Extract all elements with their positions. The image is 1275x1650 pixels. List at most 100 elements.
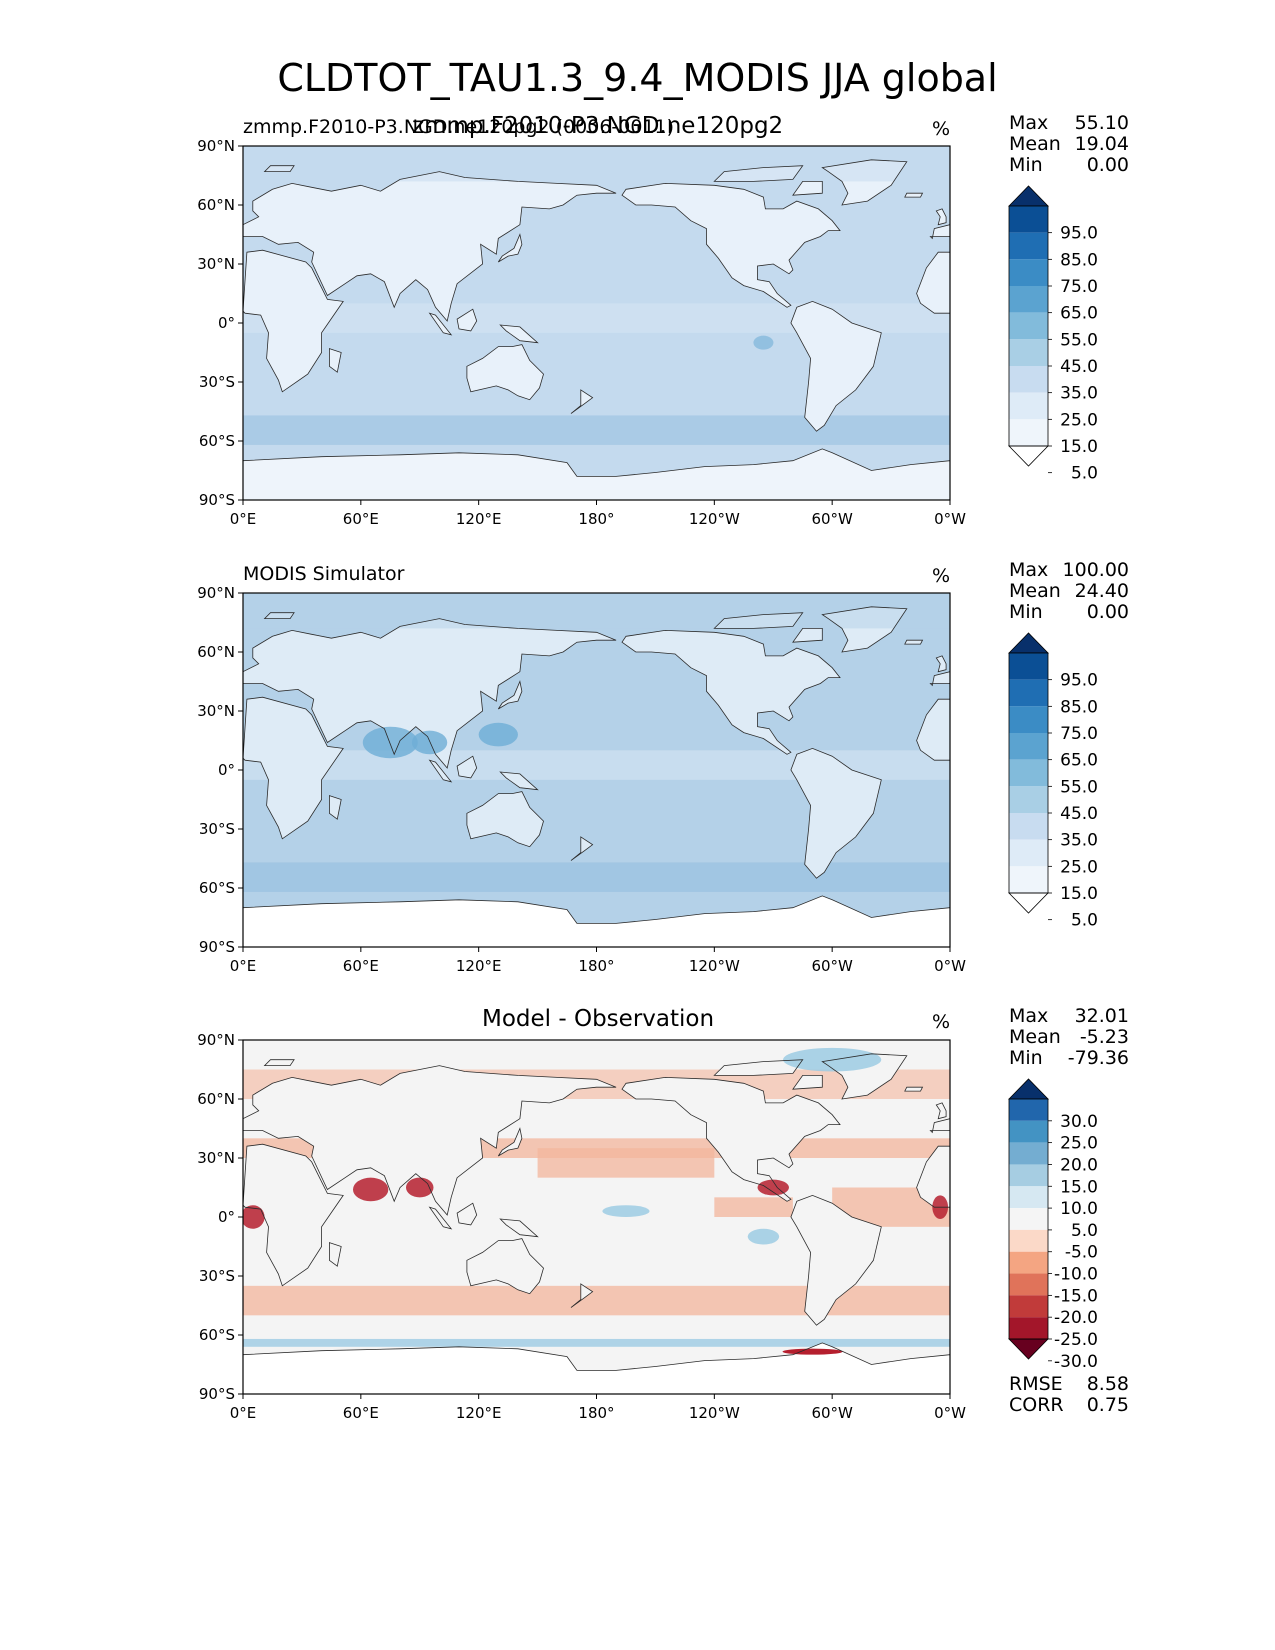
land-antarctica: [243, 1342, 950, 1394]
colorbar-segment: [1009, 286, 1048, 313]
land-borneo: [457, 309, 477, 331]
land-iceland: [904, 640, 923, 645]
colorbar-segment: [1009, 1273, 1048, 1296]
lon-tick-label: 60°E: [343, 957, 379, 975]
cloud-blob: [411, 730, 448, 755]
coastline-madagascar: [328, 348, 342, 373]
lon-tick-label: 180°: [578, 510, 614, 528]
coastline-eurasia: [243, 1065, 617, 1216]
lon-tick-label: 120°E: [456, 1404, 502, 1422]
colorbar-label: 45.0: [1060, 357, 1098, 377]
coastline-nz: [570, 1283, 594, 1308]
land-namerica: [622, 1077, 840, 1202]
coastline-africa: [243, 1143, 344, 1287]
colorbar-label: 75.0: [1060, 277, 1098, 297]
colorbar-3: 30.025.020.015.010.05.0-5.0-10.0-15.0-20…: [1008, 1078, 1098, 1372]
coastline-antarctica: [243, 1342, 950, 1394]
coastline-namerica: [621, 1076, 841, 1202]
land-iceland: [904, 1087, 923, 1092]
lat-tick-label: 60°S: [199, 1326, 235, 1344]
figure-title: CLDTOT_TAU1.3_9.4_MODIS JJA global: [277, 56, 998, 100]
colorbar-label: 65.0: [1060, 751, 1098, 771]
colorbar-label: -5.0: [1065, 1243, 1098, 1263]
panel3-corr-label: CORR: [1009, 1394, 1064, 1416]
coastline-westafrica: [916, 1145, 950, 1208]
colorbar-label: 65.0: [1060, 304, 1098, 324]
panel1-mean-value: 19.04: [1074, 133, 1129, 155]
land-antarctica: [243, 895, 950, 947]
coastline-australia: [466, 344, 544, 401]
land-nz: [571, 389, 593, 414]
cloud-blob: [362, 726, 418, 759]
coastline-greenland: [821, 606, 908, 653]
colorbar-label: 35.0: [1060, 831, 1098, 851]
coastline-newguinea: [499, 324, 539, 344]
land-uk: [936, 208, 947, 225]
panel1-unit: %: [932, 118, 951, 140]
panel1-mean-label: Mean: [1009, 133, 1061, 155]
lat-tick-label: 60°N: [197, 1090, 235, 1108]
lat-tick-label: 90°N: [197, 584, 235, 602]
land-sumatra: [429, 1207, 452, 1229]
panel3-min-label: Min: [1009, 1047, 1043, 1069]
land-uk: [936, 1102, 947, 1119]
lat-tick-label: 90°S: [199, 938, 235, 956]
colorbar-label: -20.0: [1054, 1308, 1098, 1328]
colorbar-segment: [1009, 653, 1048, 680]
coastline-uk: [935, 208, 947, 226]
coastline-borneo: [456, 755, 478, 779]
panel3-mean-value: -5.23: [1079, 1026, 1129, 1048]
land-westafrica: [916, 1146, 950, 1208]
lon-tick-label: 180°: [578, 957, 614, 975]
coastline-westeurope: [929, 1118, 950, 1134]
colorbar-segment: [1009, 839, 1048, 867]
coastline-sumatra: [428, 759, 453, 783]
colorbar-2: 95.0 85.0 75.0 65.0 55.0 45.0 35.0 25.0 15.0 5.0: [1008, 632, 1098, 931]
coastline-newguinea: [499, 771, 539, 791]
coastline-samerica: [790, 300, 882, 432]
lat-tick-label: 0°: [218, 761, 235, 779]
land-westeurope: [930, 224, 950, 239]
coastline-arcticisl: [713, 1059, 804, 1076]
coastline-antarctica: [243, 448, 950, 500]
coastline-madagascar: [328, 1242, 342, 1267]
colorbar-segment: [1009, 1164, 1048, 1187]
land-samerica: [790, 1195, 882, 1326]
land-nz: [571, 836, 593, 861]
land-borneo: [457, 756, 477, 778]
colorbar-extend-min: [1008, 892, 1049, 914]
colorbar-frame: [1008, 1098, 1049, 1340]
colorbar-segment: [1009, 866, 1048, 893]
map-panel-1: 90°N 60°N 30°N 0° 30°S 60°S 90°S0°E 60°E 120°E 18…: [197, 137, 966, 528]
panel1-model-label: zmmp.F2010-P3.NGD.ne120pg2 (0006-0011): [243, 116, 675, 138]
colorbar-segment: [1009, 339, 1048, 366]
lon-tick-label: 120°W: [689, 1404, 740, 1422]
panel2-mean-value: 24.40: [1074, 580, 1129, 602]
coastline-eurasia: [243, 618, 617, 769]
coastline-baffin: [792, 628, 823, 643]
colorbar-label: 35.0: [1060, 384, 1098, 404]
coastline-uk: [935, 655, 947, 673]
coastline-australia: [466, 791, 544, 848]
colorbar-segment: [1009, 733, 1048, 760]
colorbar-segment: [1009, 1295, 1048, 1318]
arctic-band: [243, 593, 950, 629]
colorbar-frame: [1008, 652, 1049, 894]
coastline-westafrica: [916, 698, 950, 761]
lon-tick-label: 60°W: [811, 957, 853, 975]
diff-negative-band: [714, 1197, 793, 1217]
lat-tick-label: 60°S: [199, 432, 235, 450]
lon-tick-label: 0°E: [230, 510, 257, 528]
colorbar-segment: [1009, 786, 1048, 813]
land-westeurope: [930, 671, 950, 686]
colorbar-segment: [1009, 259, 1048, 286]
land-africa: [243, 250, 344, 392]
coastline-iceland: [904, 192, 924, 198]
panel1-min-label: Min: [1009, 154, 1043, 176]
colorbar-segment: [1009, 1142, 1048, 1165]
coastline-japan: [497, 1127, 523, 1157]
southern-storm-band: [243, 862, 950, 892]
lon-tick-label: 0°W: [934, 1404, 966, 1422]
land-uk: [936, 655, 947, 672]
lon-tick-label: 0°E: [230, 1404, 257, 1422]
